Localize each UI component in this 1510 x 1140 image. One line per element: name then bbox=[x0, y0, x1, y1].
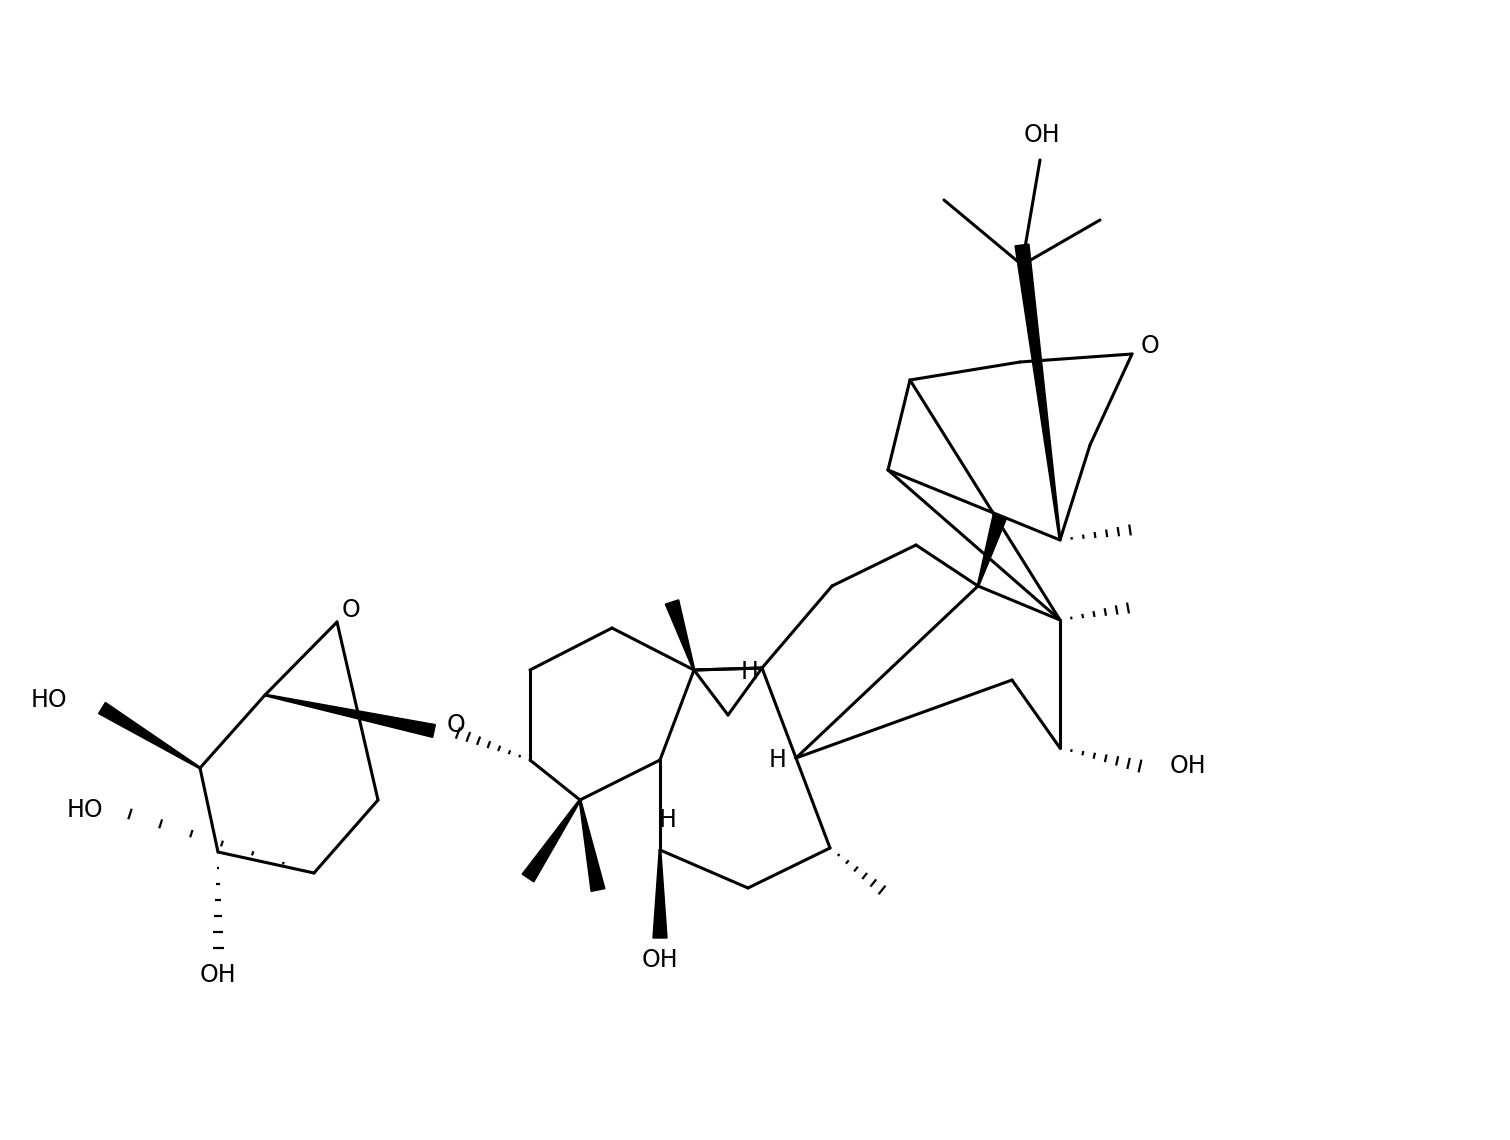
Text: O: O bbox=[341, 598, 361, 622]
Polygon shape bbox=[98, 702, 201, 768]
Text: HO: HO bbox=[30, 689, 66, 712]
Polygon shape bbox=[666, 600, 695, 670]
Polygon shape bbox=[977, 514, 1007, 586]
Text: OH: OH bbox=[1170, 754, 1206, 777]
Text: OH: OH bbox=[642, 948, 678, 972]
Polygon shape bbox=[652, 850, 667, 938]
Polygon shape bbox=[522, 799, 581, 882]
Text: H: H bbox=[769, 748, 787, 772]
Text: HO: HO bbox=[66, 798, 103, 822]
Polygon shape bbox=[1015, 244, 1062, 540]
Polygon shape bbox=[264, 694, 435, 738]
Text: O: O bbox=[447, 712, 465, 736]
Text: H: H bbox=[741, 660, 760, 684]
Text: H: H bbox=[658, 808, 676, 832]
Text: OH: OH bbox=[1024, 123, 1060, 147]
Polygon shape bbox=[580, 800, 606, 891]
Text: OH: OH bbox=[199, 963, 236, 987]
Text: O: O bbox=[1140, 334, 1160, 358]
